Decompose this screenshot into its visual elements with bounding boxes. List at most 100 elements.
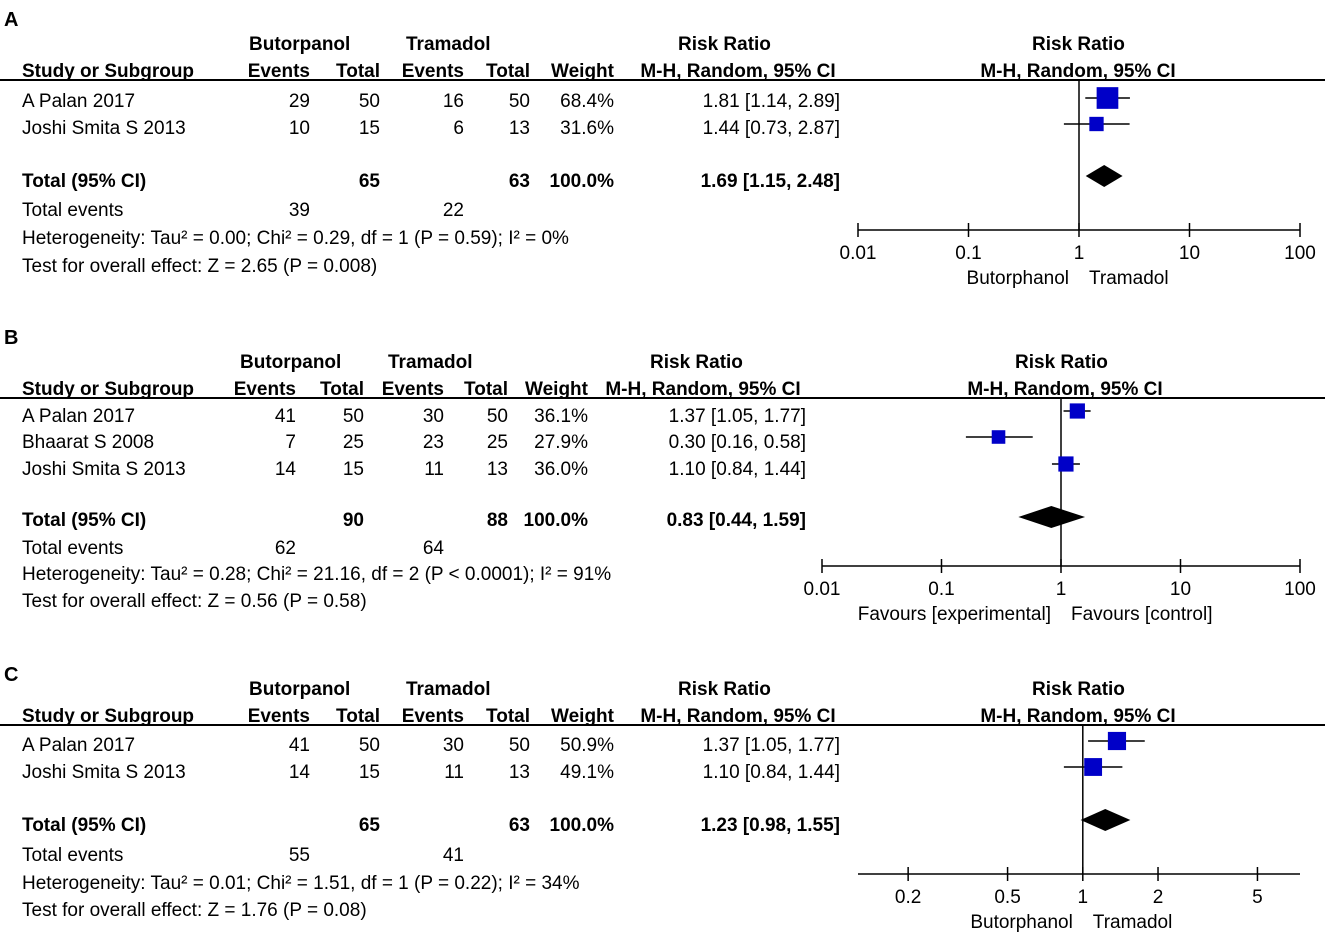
- total-label: Total (95% CI): [22, 510, 147, 531]
- heterogeneity-text: Heterogeneity: Tau² = 0.28; Chi² = 21.16…: [22, 564, 612, 585]
- events-label: Total events: [22, 538, 124, 559]
- forest-panel-a: A Butorpanol Tramadol Risk Ratio Risk Ra…: [0, 0, 1325, 300]
- pooled-diamond: [1085, 165, 1123, 187]
- total-weight: 100.0%: [523, 510, 588, 531]
- overall-effect-text: Test for overall effect: Z = 0.56 (P = 0…: [22, 591, 367, 612]
- study-total2: 25: [486, 432, 508, 453]
- study-ci: 1.37 [1.05, 1.77]: [702, 735, 840, 756]
- study-weight: 49.1%: [560, 762, 614, 783]
- study-total2: 50: [508, 91, 530, 112]
- x-tick-label: 5: [1252, 887, 1263, 908]
- study-total2: 50: [508, 735, 530, 756]
- study-ci: 1.44 [0.73, 2.87]: [702, 118, 840, 139]
- forest-panel-c: C Butorpanol Tramadol Risk Ratio Risk Ra…: [0, 655, 1325, 939]
- group2-label: Tramadol: [406, 679, 491, 700]
- study-events1: 7: [285, 432, 296, 453]
- group2-label: Tramadol: [406, 34, 491, 55]
- col-study-header: Study or Subgroup: [22, 61, 195, 82]
- col-weight-header: Weight: [525, 379, 588, 400]
- forest-plot: 0.2 0.5 1 2 5 Butorphanol Tramadol: [0, 724, 1325, 933]
- panel-label: C: [4, 664, 19, 686]
- col-rr-sub-header: M-H, Random, 95% CI: [640, 706, 836, 727]
- study-ci: 1.37 [1.05, 1.77]: [668, 406, 806, 427]
- total-ci: 1.23 [0.98, 1.55]: [700, 815, 840, 836]
- study-name: A Palan 2017: [22, 735, 136, 756]
- study-events1: 29: [288, 91, 310, 112]
- forest-panel-b: B Butorpanol Tramadol Risk Ratio Risk Ra…: [0, 318, 1325, 638]
- col-weight-header: Weight: [551, 61, 614, 82]
- study-weight: 31.6%: [560, 118, 614, 139]
- x-tick-label: 0.2: [895, 887, 921, 908]
- group2-label: Tramadol: [388, 352, 473, 373]
- x-tick-label: 0.1: [928, 579, 954, 600]
- forest-plot: 0.01 0.1 1 10 100 Butorphanol Tramadol: [0, 79, 1325, 289]
- study-events2: 30: [422, 406, 444, 427]
- events-e2: 41: [442, 845, 464, 866]
- study-events2: 11: [424, 459, 444, 480]
- study-weight: 36.0%: [534, 459, 588, 480]
- col-total2-header: Total: [486, 706, 530, 727]
- total-n2: 63: [508, 815, 530, 836]
- rr-column-title: Risk Ratio: [678, 679, 771, 700]
- effect-square: [1096, 87, 1119, 109]
- total-weight: 100.0%: [549, 171, 614, 192]
- study-ci: 1.10 [0.84, 1.44]: [668, 459, 806, 480]
- events-label: Total events: [22, 200, 124, 221]
- forest-plot: 0.01 0.1 1 10 100 Favours [experimental] Favou…: [0, 397, 1325, 625]
- col-rr-sub-header: M-H, Random, 95% CI: [605, 379, 801, 400]
- heterogeneity-text: Heterogeneity: Tau² = 0.00; Chi² = 0.29,…: [22, 228, 569, 249]
- study-events1: 14: [274, 459, 296, 480]
- study-total1: 15: [358, 118, 380, 139]
- favours-left-label: Favours [experimental]: [858, 604, 1051, 625]
- x-tick-label: 1: [1074, 243, 1085, 264]
- effect-square: [1107, 731, 1127, 751]
- events-label: Total events: [22, 845, 124, 866]
- effect-square: [1084, 758, 1103, 776]
- col-events2-header: Events: [381, 379, 444, 400]
- x-tick-label: 100: [1284, 243, 1316, 264]
- study-events2: 23: [422, 432, 444, 453]
- total-n1: 65: [358, 815, 380, 836]
- study-total2: 50: [486, 406, 508, 427]
- total-ci: 0.83 [0.44, 1.59]: [666, 510, 806, 531]
- study-total1: 15: [342, 459, 364, 480]
- study-events1: 14: [288, 762, 310, 783]
- effect-square: [1089, 116, 1104, 132]
- total-n1: 90: [342, 510, 364, 531]
- plot-title: Risk Ratio: [1032, 679, 1125, 700]
- panel-label: A: [4, 9, 19, 31]
- group1-label: Butorpanol: [249, 34, 351, 55]
- col-total1-header: Total: [336, 706, 380, 727]
- study-name: Joshi Smita S 2013: [22, 118, 186, 139]
- col-events2-header: Events: [401, 706, 464, 727]
- favours-right-label: Tramadol: [1093, 912, 1173, 933]
- study-events1: 10: [288, 118, 310, 139]
- events-e1: 62: [274, 538, 296, 559]
- effect-square: [991, 430, 1006, 444]
- study-name: Bhaarat S 2008: [22, 432, 155, 453]
- x-tick-label: 2: [1153, 887, 1164, 908]
- rr-column-title: Risk Ratio: [678, 34, 771, 55]
- col-study-header: Study or Subgroup: [22, 706, 195, 727]
- overall-effect-text: Test for overall effect: Z = 1.76 (P = 0…: [22, 900, 367, 921]
- col-events1-header: Events: [247, 706, 310, 727]
- col-total2-header: Total: [464, 379, 508, 400]
- total-n2: 63: [508, 171, 530, 192]
- study-total1: 50: [342, 406, 364, 427]
- favours-left-label: Butorphanol: [967, 268, 1069, 289]
- x-tick-label: 0.1: [955, 243, 981, 264]
- study-name: Joshi Smita S 2013: [22, 459, 186, 480]
- effect-square: [1058, 456, 1074, 472]
- study-events1: 41: [288, 735, 310, 756]
- effect-square: [1069, 403, 1085, 419]
- x-tick-label: 0.01: [804, 579, 841, 600]
- col-events2-header: Events: [401, 61, 464, 82]
- study-weight: 50.9%: [560, 735, 614, 756]
- x-tick-label: 10: [1179, 243, 1200, 264]
- plot-sub-header: M-H, Random, 95% CI: [980, 61, 1176, 82]
- study-total1: 50: [358, 735, 380, 756]
- study-total1: 25: [342, 432, 364, 453]
- events-e2: 22: [442, 200, 464, 221]
- study-events1: 41: [274, 406, 296, 427]
- col-total1-header: Total: [336, 61, 380, 82]
